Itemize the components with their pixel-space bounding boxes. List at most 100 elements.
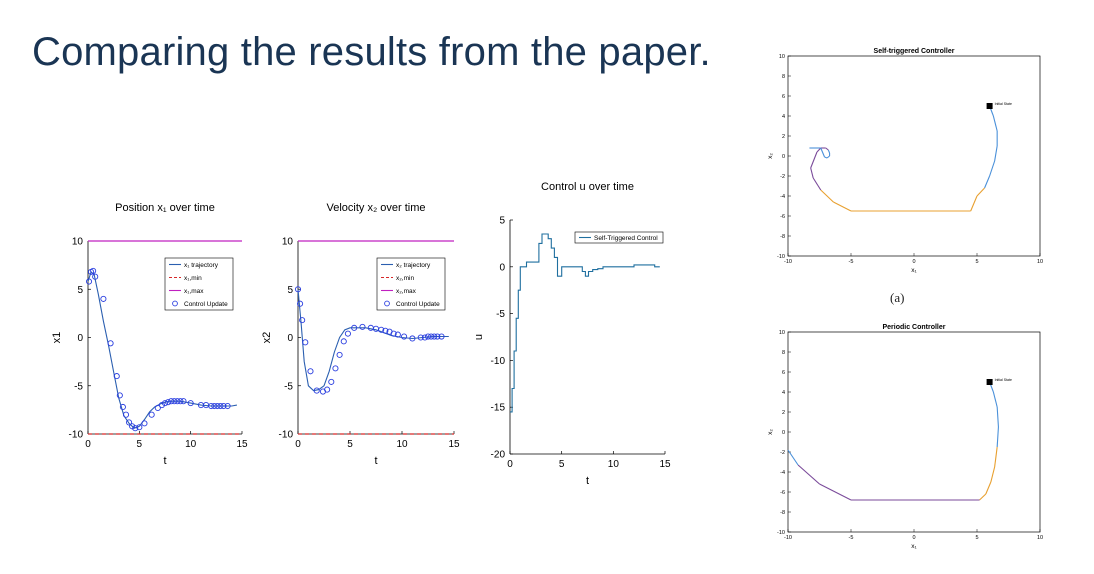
trajectory-segment — [810, 167, 814, 179]
x-tick-label: 10 — [396, 439, 408, 450]
chart-title: Velocity x₂ over time — [326, 202, 425, 214]
y-tick-label: -4 — [780, 470, 785, 476]
x-tick-label: 10 — [185, 439, 197, 450]
trajectory-segment — [984, 175, 991, 189]
x-tick-label: -10 — [784, 535, 792, 541]
x-axis-label: x₁ — [911, 543, 917, 550]
trajectory-segment — [833, 201, 852, 212]
x-tick-label: 15 — [448, 439, 460, 450]
x-tick-label: 15 — [659, 459, 671, 470]
trajectory-segment — [979, 493, 987, 501]
x-tick-label: 5 — [137, 439, 143, 450]
x-tick-label: 0 — [912, 259, 915, 265]
control-update-marker — [177, 398, 184, 405]
control-update-marker — [302, 339, 309, 346]
trajectory-segment — [996, 426, 999, 448]
control-update-marker — [324, 386, 331, 393]
trajectory-segment — [827, 149, 831, 154]
control-update-marker — [161, 400, 169, 407]
y-tick-label: -2 — [780, 450, 785, 456]
plot-frame — [787, 55, 1041, 257]
y-tick-label: 6 — [782, 370, 785, 376]
y-tick-label: 5 — [499, 216, 505, 227]
control-update-marker — [113, 373, 120, 380]
control-update-marker — [100, 295, 107, 302]
legend-label: Control Update — [184, 301, 228, 308]
x-tick-label: 5 — [975, 535, 978, 541]
y-tick-label: 2 — [782, 134, 785, 140]
trajectory-segment — [990, 466, 996, 483]
y-tick-label: -5 — [74, 381, 83, 392]
control-update-marker — [132, 425, 139, 432]
control-update-marker — [340, 338, 347, 345]
control-update-marker — [394, 331, 401, 338]
control-update-marker — [158, 401, 165, 409]
initial-state-marker — [986, 379, 993, 385]
control-update-marker — [332, 365, 339, 372]
y-tick-label: -10 — [279, 430, 294, 441]
control-update-marker — [90, 267, 97, 274]
x-axis-label: x₁ — [911, 267, 917, 274]
chart-title: Position x₁ over time — [115, 202, 215, 214]
control-update-marker — [126, 419, 133, 426]
control-update-marker — [211, 402, 218, 410]
control-update-marker — [438, 333, 445, 340]
x-tick-label: 10 — [1037, 535, 1043, 541]
x-tick-label: 0 — [507, 459, 513, 470]
series-line — [510, 233, 660, 413]
x-tick-label: 15 — [236, 439, 248, 450]
y-tick-label: -8 — [780, 510, 785, 516]
control-update-marker — [297, 300, 304, 307]
trajectory-segment — [994, 145, 998, 162]
control-update-marker — [208, 402, 215, 410]
y-tick-label: 10 — [282, 237, 294, 248]
y-tick-label: 10 — [779, 54, 785, 60]
y-tick-label: -4 — [780, 194, 785, 200]
y-tick-label: 10 — [72, 237, 84, 248]
control-update-marker — [299, 317, 306, 324]
control-update-marker — [372, 325, 380, 332]
trajectory-segment — [787, 449, 799, 466]
control-update-marker — [401, 333, 408, 340]
control-update-marker — [336, 351, 343, 358]
y-tick-label: 8 — [782, 74, 785, 80]
x-tick-label: 5 — [347, 439, 353, 450]
y-tick-label: -5 — [496, 309, 505, 320]
trajectory-segment — [820, 147, 826, 158]
y-axis-label: x₂ — [767, 153, 774, 159]
y-tick-label: -5 — [284, 381, 293, 392]
control-update-marker — [129, 423, 136, 430]
series-line — [87, 270, 237, 429]
y-axis-label: u — [473, 334, 485, 340]
control-update-marker — [119, 403, 126, 411]
legend-label: x₁,max — [184, 288, 204, 295]
control-update-marker — [424, 333, 432, 340]
y-axis-label: x2 — [261, 332, 273, 344]
control-update-marker — [428, 333, 435, 340]
y-tick-label: 0 — [782, 430, 785, 436]
y-tick-label: -10 — [491, 356, 506, 367]
legend-marker — [172, 300, 178, 307]
x-tick-label: -10 — [784, 259, 792, 265]
y-tick-label: 0 — [499, 262, 505, 273]
y-axis-label: x1 — [51, 332, 63, 344]
legend-label: x₁ trajectory — [184, 262, 219, 269]
control-update-marker — [359, 323, 366, 330]
x-tick-label: -5 — [849, 259, 854, 265]
control-update-marker — [154, 404, 161, 411]
trajectory-segment — [797, 464, 820, 485]
x-tick-label: 0 — [912, 535, 915, 541]
control-update-marker — [328, 378, 335, 385]
y-tick-label: -10 — [777, 530, 785, 536]
trajectory-segment — [826, 155, 830, 159]
y-tick-label: 0 — [77, 333, 83, 344]
subfigure-label: (a) — [890, 290, 905, 305]
control-update-marker — [214, 402, 221, 410]
control-update-marker — [141, 420, 148, 427]
control-update-marker — [313, 387, 320, 394]
y-tick-label: -6 — [780, 214, 785, 220]
initial-state-annotation: Initial State — [995, 378, 1012, 382]
control-update-marker — [294, 286, 302, 293]
control-update-marker — [382, 327, 389, 334]
